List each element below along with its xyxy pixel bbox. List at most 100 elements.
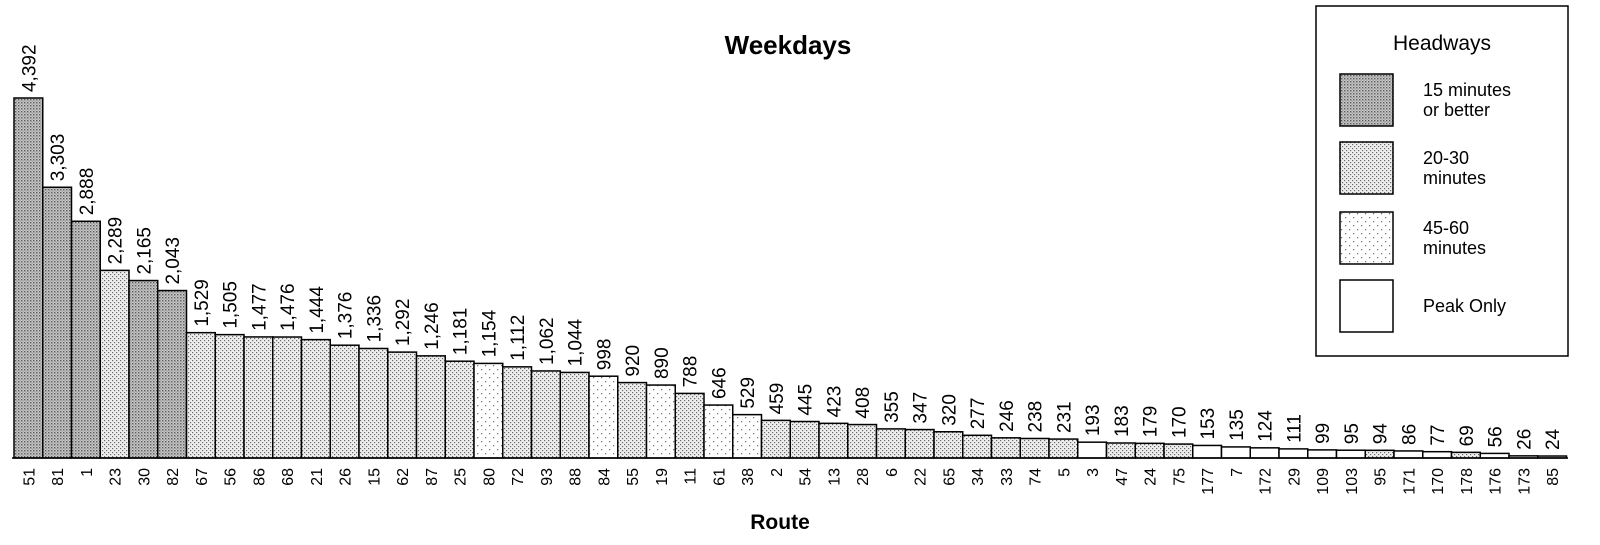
- x-tick-label: 29: [1286, 468, 1303, 486]
- value-label: 1,505: [221, 281, 242, 329]
- value-label: 193: [1083, 404, 1104, 436]
- value-label: 1,044: [566, 318, 587, 366]
- value-label: 1,292: [393, 299, 414, 347]
- bar-route-26: [329, 344, 360, 459]
- legend-label: 15 minutes: [1423, 80, 1511, 100]
- bar-route-95: [1364, 449, 1395, 459]
- value-label: 1,181: [451, 308, 472, 356]
- bar-route-56: [214, 333, 245, 459]
- value-label: 1,336: [364, 295, 385, 343]
- x-tick-label: 170: [1430, 468, 1447, 495]
- legend-label: Peak Only: [1423, 296, 1506, 316]
- value-label: 69: [1457, 425, 1478, 446]
- value-label: 355: [882, 391, 903, 423]
- value-label: 1,476: [278, 283, 299, 331]
- bar-route-178: [1450, 451, 1481, 459]
- x-tick-label: 177: [1200, 468, 1217, 495]
- bar-route-7: [1220, 446, 1251, 459]
- x-tick-label: 171: [1401, 468, 1418, 495]
- value-label: 459: [767, 383, 788, 415]
- bar-route-82: [157, 289, 188, 459]
- bar-route-11: [674, 392, 705, 459]
- value-label: 111: [1284, 414, 1305, 443]
- bar-route-171: [1393, 450, 1424, 459]
- value-label: 529: [738, 377, 759, 409]
- bar-route-61: [703, 404, 734, 459]
- x-tick-label: 84: [596, 468, 613, 486]
- legend-swatch: [1339, 279, 1394, 333]
- x-tick-label: 172: [1258, 468, 1275, 495]
- value-label: 408: [853, 387, 874, 419]
- x-tick-label: 47: [1114, 468, 1131, 486]
- bar-route-67: [185, 331, 216, 459]
- x-tick-label: 93: [539, 468, 556, 486]
- value-label: 231: [1054, 401, 1075, 433]
- x-tick-label: 24: [1143, 468, 1160, 486]
- x-tick-label: 103: [1344, 468, 1361, 495]
- x-tick-label: 6: [884, 468, 901, 477]
- value-label: 94: [1371, 423, 1392, 445]
- x-tick-label: 28: [855, 468, 872, 486]
- x-tick-label: 176: [1488, 468, 1505, 495]
- bar-route-5: [1048, 438, 1079, 459]
- bar-route-47: [1105, 442, 1136, 459]
- value-label: 1,529: [192, 279, 213, 327]
- x-tick-label: 54: [798, 468, 815, 486]
- bar-route-75: [1163, 443, 1194, 459]
- value-label: 890: [652, 347, 673, 379]
- legend-swatch: [1339, 141, 1394, 195]
- bar-route-15: [358, 347, 389, 459]
- legend-label: 20-30: [1423, 148, 1469, 168]
- x-tick-label: 81: [50, 468, 67, 486]
- bar-route-19: [645, 384, 676, 459]
- x-tick-label: 88: [568, 468, 585, 486]
- value-label: 124: [1256, 410, 1277, 442]
- value-label: 24: [1543, 428, 1564, 450]
- bar-route-3: [1077, 441, 1108, 459]
- x-tick-label: 65: [941, 468, 958, 486]
- x-tick-label: 19: [654, 468, 671, 486]
- value-label: 3,303: [48, 134, 69, 182]
- bar-route-86: [243, 336, 274, 459]
- bar-route-24: [1134, 442, 1165, 459]
- x-tick-label: 3: [1085, 468, 1102, 477]
- value-label: 277: [968, 398, 989, 430]
- x-tick-label: 2: [769, 468, 786, 477]
- legend-swatch: [1339, 211, 1394, 265]
- value-label: 56: [1486, 426, 1507, 447]
- x-tick-label: 15: [366, 468, 383, 486]
- value-label: 2,043: [163, 237, 184, 285]
- bar-route-21: [300, 338, 331, 459]
- value-labels: 4,392 3,303 2,888 2,289 2,165 2,043 1,529 1,505…: [19, 44, 1564, 450]
- x-tick-label: 173: [1516, 468, 1533, 495]
- value-label: 2,289: [106, 217, 127, 265]
- value-label: 1,444: [307, 286, 328, 334]
- x-tick-label: 55: [625, 468, 642, 486]
- legend-swatch: [1339, 73, 1394, 127]
- value-label: 646: [709, 367, 730, 399]
- bar-route-74: [1019, 437, 1050, 459]
- value-label: 1,154: [479, 309, 500, 357]
- x-tick-label: 26: [338, 468, 355, 486]
- value-label: 86: [1399, 424, 1420, 445]
- x-tick-label: 74: [1028, 468, 1045, 486]
- x-tick-label: 13: [826, 468, 843, 486]
- bar-route-54: [789, 420, 820, 459]
- x-tick-label: 33: [999, 468, 1016, 486]
- x-tick-label: 38: [740, 468, 757, 486]
- x-tick-label: 82: [165, 468, 182, 486]
- x-tick-label: 62: [395, 468, 412, 486]
- value-label: 1,246: [422, 302, 443, 350]
- value-label: 99: [1313, 423, 1334, 444]
- value-label: 246: [997, 400, 1018, 432]
- x-tick-label: 22: [913, 468, 930, 486]
- bar-route-103: [1335, 449, 1366, 459]
- x-tick-label: 34: [970, 468, 987, 486]
- value-label: 4,392: [19, 44, 40, 92]
- x-tick-label: 5: [1056, 468, 1073, 477]
- value-label: 183: [1112, 405, 1133, 437]
- x-tick-label: 51: [21, 468, 38, 486]
